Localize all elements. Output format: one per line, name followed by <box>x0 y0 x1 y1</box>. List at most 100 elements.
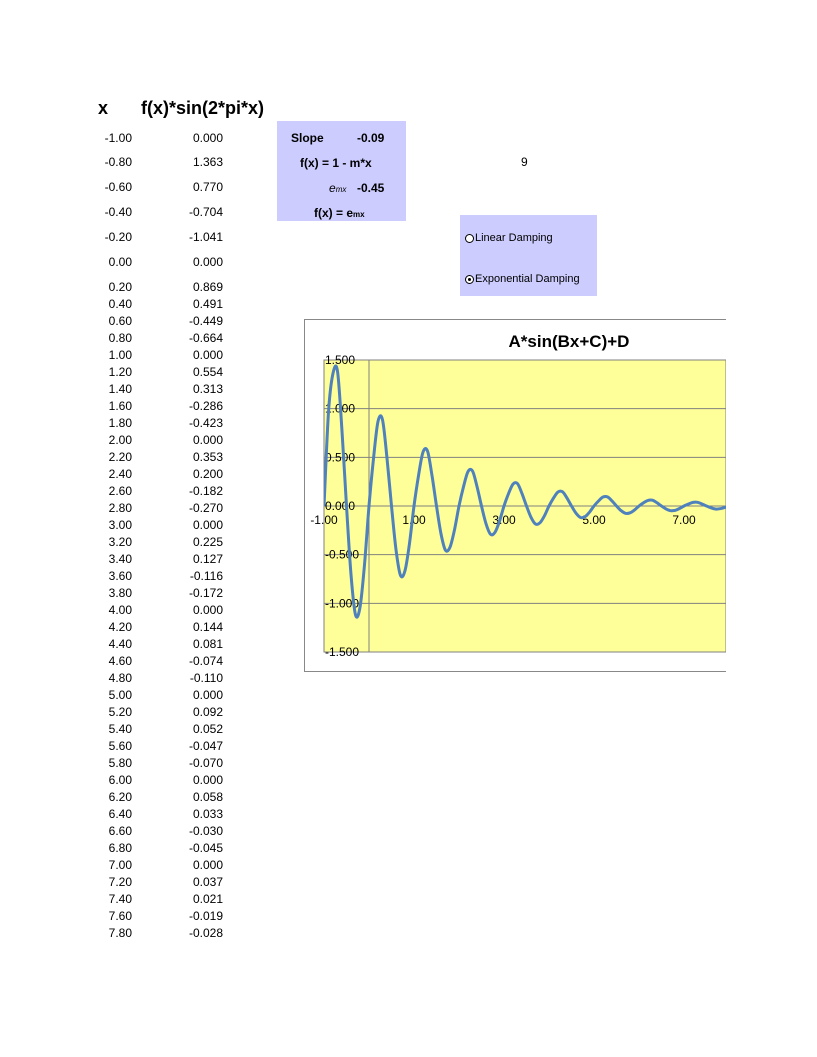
fx-cell: 0.353 <box>192 450 223 464</box>
fx-cell: 0.000 <box>192 688 223 702</box>
fx-cell: 0.000 <box>192 255 223 269</box>
x-cell: 0.20 <box>108 280 132 294</box>
fx-cell: 0.037 <box>192 875 223 889</box>
x-cell: 7.20 <box>108 875 132 889</box>
y-tick-label: -0.500 <box>325 548 359 562</box>
fx-cell: 0.144 <box>192 620 223 634</box>
fx-cell: -0.028 <box>188 926 223 940</box>
series-line <box>324 364 726 619</box>
radio-exponential-damping[interactable]: Exponential Damping <box>465 273 580 285</box>
exponent-value[interactable]: -0.45 <box>357 181 385 195</box>
fx-cell: 1.363 <box>192 155 223 169</box>
radio-circle-checked-icon[interactable] <box>465 274 474 284</box>
x-cell: 4.00 <box>108 603 132 617</box>
x-tick-label: 1.00 <box>402 513 426 527</box>
x-cell: 7.60 <box>108 909 132 923</box>
x-cell: 1.80 <box>108 416 132 430</box>
x-cell: 2.20 <box>108 450 132 464</box>
fx-cell: -0.172 <box>188 586 223 600</box>
fx-cell: -1.041 <box>188 230 223 244</box>
fx-cell: 0.021 <box>192 892 223 906</box>
fx-cell: -0.116 <box>189 569 223 583</box>
fx-cell: 0.313 <box>192 382 223 396</box>
x-cell: 0.80 <box>108 331 132 345</box>
fx-cell: -0.664 <box>188 331 223 345</box>
fx-cell: 0.000 <box>192 858 223 872</box>
y-tick-label: 0.500 <box>325 450 355 464</box>
fx-cell: -0.074 <box>188 654 223 668</box>
fx-cell: -0.019 <box>188 909 223 923</box>
x-cell: 6.00 <box>108 773 132 787</box>
exponent-label: emx <box>329 181 347 195</box>
damping-option-group: Linear Damping Exponential Damping <box>460 215 597 296</box>
radio-linear-damping[interactable]: Linear Damping <box>465 232 553 244</box>
radio-circle-icon[interactable] <box>465 233 474 243</box>
chart-title: A*sin(Bx+C)+D <box>509 332 630 351</box>
fx-cell: 0.225 <box>192 535 223 549</box>
x-cell: -0.40 <box>104 205 132 219</box>
x-cell: -0.80 <box>104 155 132 169</box>
radio-linear-label[interactable]: Linear Damping <box>475 232 553 244</box>
x-cell: 3.80 <box>108 586 132 600</box>
x-cell: 3.20 <box>108 535 132 549</box>
slope-value[interactable]: -0.09 <box>357 131 385 145</box>
fx-cell: 0.081 <box>192 637 223 651</box>
fx-cell: -0.704 <box>188 205 223 219</box>
linear-formula: f(x) = 1 - m*x <box>300 156 372 170</box>
x-cell: 4.20 <box>108 620 132 634</box>
column-header-x: x <box>98 98 109 118</box>
fx-cell: 0.000 <box>192 603 223 617</box>
x-cell: 5.60 <box>108 739 132 753</box>
x-cell: -0.60 <box>104 180 132 194</box>
x-cell: 0.60 <box>108 314 132 328</box>
fx-cell: -0.182 <box>188 484 223 498</box>
fx-cell: -0.286 <box>188 399 223 413</box>
x-cell: 6.40 <box>108 807 132 821</box>
x-cell: 5.00 <box>108 688 132 702</box>
chart[interactable]: A*sin(Bx+C)+D 1.500 1.000 0.500 0.000 -0.500-… <box>304 319 726 672</box>
fx-cell: 0.000 <box>192 773 223 787</box>
x-cell: 3.00 <box>108 518 132 532</box>
x-cell: 0.00 <box>108 255 132 269</box>
x-cell: 5.40 <box>108 722 132 736</box>
fx-cell: 0.000 <box>192 131 223 145</box>
x-tick-label: 7.00 <box>672 513 696 527</box>
y-tick-label: -1.500 <box>325 645 359 659</box>
fx-cell: 0.869 <box>192 280 223 294</box>
fx-cell: 0.052 <box>192 722 223 736</box>
x-cell: 7.80 <box>108 926 132 940</box>
x-cell: 3.60 <box>108 569 132 583</box>
x-cell: 7.00 <box>108 858 132 872</box>
fx-cell: -0.270 <box>188 501 223 515</box>
x-cell: 0.40 <box>108 297 132 311</box>
x-cell: -0.20 <box>104 230 132 244</box>
fx-cell: -0.030 <box>188 824 223 838</box>
x-cell: 4.60 <box>108 654 132 668</box>
fx-cell: 0.491 <box>192 297 223 311</box>
fx-cell: 0.000 <box>192 348 223 362</box>
x-tick-label: 5.00 <box>582 513 606 527</box>
fx-cell: 0.200 <box>192 467 223 481</box>
x-cell: 7.40 <box>108 892 132 906</box>
fx-cell: 0.000 <box>192 518 223 532</box>
fx-cell: -0.423 <box>188 416 223 430</box>
x-tick-label: 3.00 <box>492 513 516 527</box>
parameter-panel: Slope -0.09 f(x) = 1 - m*x emx -0.45 f(x… <box>277 121 406 221</box>
x-cell: 6.20 <box>108 790 132 804</box>
fx-cell: -0.070 <box>188 756 223 770</box>
x-cell: 4.40 <box>108 637 132 651</box>
fx-cell: 0.770 <box>192 180 223 194</box>
x-cell: 5.20 <box>108 705 132 719</box>
radio-exponential-label[interactable]: Exponential Damping <box>475 273 580 285</box>
x-cell: 2.40 <box>108 467 132 481</box>
x-cell: 1.00 <box>108 348 132 362</box>
x-cell: 3.40 <box>108 552 132 566</box>
column-header-fx: f(x)*sin(2*pi*x) <box>141 98 265 118</box>
y-tick-label: 0.000 <box>325 499 355 513</box>
fx-cell: 0.058 <box>192 790 223 804</box>
x-cell: 6.60 <box>108 824 132 838</box>
fx-cell: 0.000 <box>192 433 223 447</box>
x-cell: 2.60 <box>108 484 132 498</box>
x-cell: 2.00 <box>108 433 132 447</box>
fx-cell: 0.127 <box>192 552 223 566</box>
